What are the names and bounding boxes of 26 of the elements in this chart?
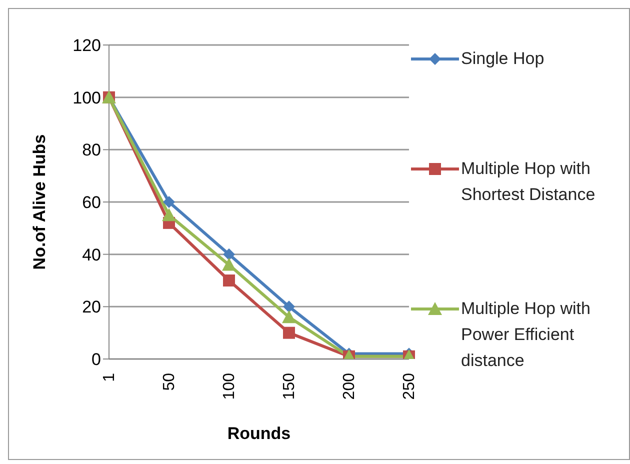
legend-label: Multiple Hop with Power Efficient distance [461, 298, 592, 372]
y-axis-title: No.of Alive Hubs [30, 134, 50, 270]
point [223, 248, 235, 260]
y-tick-label: 60 [82, 193, 101, 212]
x-tick-label: 50 [161, 372, 178, 391]
x-axis-title: Rounds [227, 424, 291, 443]
x-tick-label: 1 [101, 372, 118, 382]
legend-label: Single Hop [461, 48, 546, 70]
y-tick-label: 0 [92, 350, 101, 370]
y-tick-label: 100 [72, 88, 101, 108]
point [283, 326, 295, 339]
y-tick-label: 20 [82, 298, 101, 317]
point [163, 196, 175, 208]
point [162, 208, 176, 222]
x-tick-label: 200 [341, 372, 358, 400]
point [282, 310, 296, 324]
point [223, 274, 235, 286]
y-tick-label: 40 [82, 245, 101, 264]
legend-label: Multiple Hop with Shortest Distance [461, 158, 596, 206]
y-tick-label: 120 [72, 36, 101, 56]
y-tick-label: 80 [82, 140, 101, 160]
x-tick-label: 150 [281, 372, 298, 400]
point [283, 300, 295, 313]
x-tick-label: 100 [221, 372, 238, 400]
point [222, 258, 236, 271]
x-tick-label: 250 [401, 372, 418, 400]
